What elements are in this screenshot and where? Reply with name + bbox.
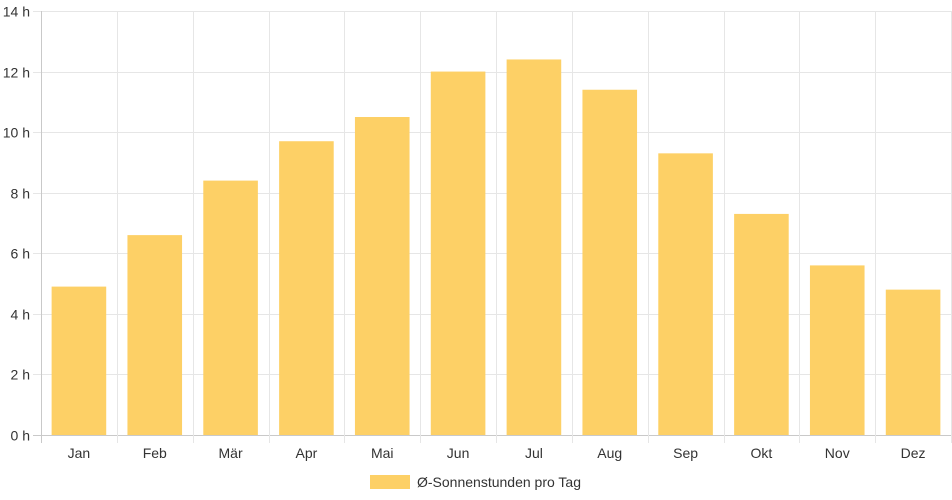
bar[interactable] [51, 286, 107, 435]
bar[interactable] [279, 141, 334, 435]
x-tick-label: Dez [901, 445, 926, 461]
x-tick-label: Nov [825, 445, 850, 461]
legend-swatch [370, 475, 410, 489]
y-tick-label: 12 h [3, 65, 30, 81]
x-tick-label: Apr [296, 445, 318, 461]
y-tick-label: 6 h [11, 246, 30, 262]
y-tick-label: 14 h [3, 4, 30, 20]
legend[interactable]: Ø-Sonnenstunden pro Tag [370, 474, 581, 490]
bar[interactable] [582, 89, 638, 435]
x-tick-label: Mär [219, 445, 243, 461]
x-tick-label: Sep [673, 445, 698, 461]
x-tick-label: Aug [597, 445, 622, 461]
bar[interactable] [203, 180, 258, 435]
x-tick-label: Jan [68, 445, 91, 461]
bar[interactable] [734, 213, 789, 435]
legend-label: Ø-Sonnenstunden pro Tag [417, 474, 581, 490]
y-tick-label: 0 h [11, 428, 30, 444]
y-tick-label: 4 h [11, 307, 30, 323]
bar[interactable] [885, 289, 941, 435]
bar[interactable] [127, 235, 183, 435]
axes: 0 h 2 h 4 h 6 h 8 h 10 h 12 h 14 h Jan Feb Mär Apr M… [3, 4, 926, 462]
grid-lines [33, 11, 952, 443]
x-tick-label: Jun [447, 445, 470, 461]
bar[interactable] [809, 265, 865, 435]
y-tick-label: 10 h [3, 125, 30, 141]
x-tick-label: Okt [751, 445, 773, 461]
x-tick-label: Mai [371, 445, 394, 461]
bars [51, 59, 941, 436]
bar[interactable] [658, 153, 713, 436]
x-tick-label: Jul [525, 445, 543, 461]
bar[interactable] [506, 59, 562, 435]
bar[interactable] [430, 71, 486, 436]
y-tick-label: 2 h [11, 367, 30, 383]
y-tick-label: 8 h [11, 186, 30, 202]
bar[interactable] [354, 117, 410, 435]
x-tick-label: Feb [143, 445, 167, 461]
